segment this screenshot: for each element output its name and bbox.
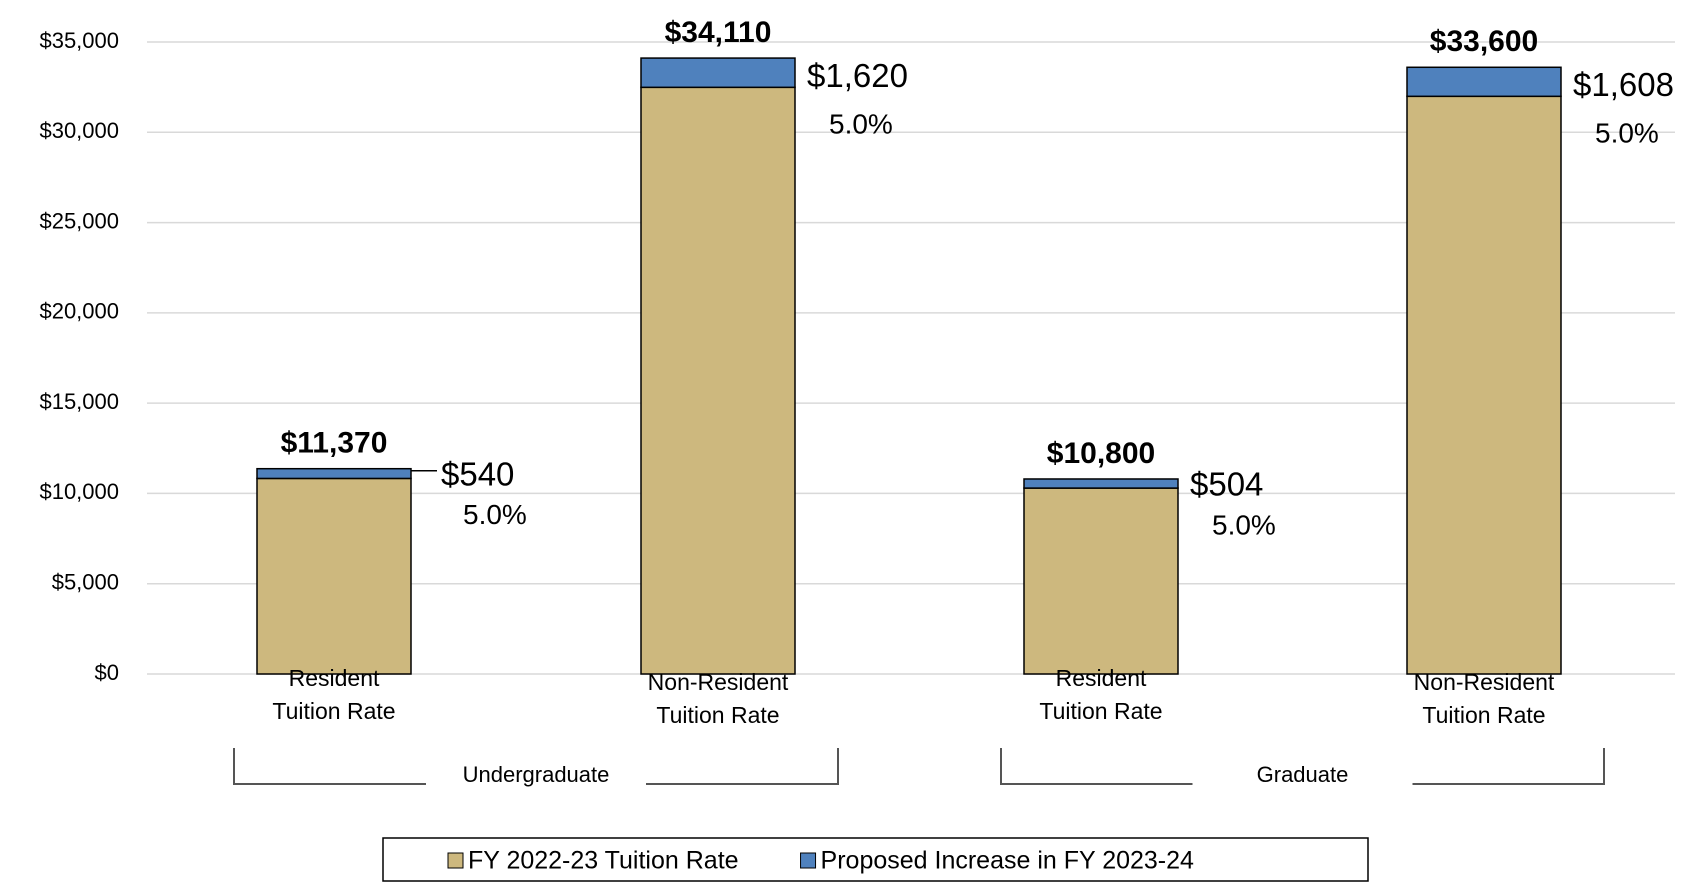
legend-box xyxy=(382,837,1369,882)
bar-segment xyxy=(640,57,796,89)
bar-segment xyxy=(256,477,412,675)
y-tick-label: $20,000 xyxy=(39,299,119,324)
legend-label: FY 2022-23 Tuition Rate xyxy=(468,847,739,875)
legend-swatch xyxy=(447,852,464,869)
group-bracket xyxy=(1000,748,1605,785)
bar-segment xyxy=(1023,487,1179,675)
group-label: Graduate xyxy=(1257,762,1349,787)
total-label: $11,370 xyxy=(281,427,388,460)
increase-label: $1,620 xyxy=(807,57,908,94)
y-tick-label: $35,000 xyxy=(39,28,119,53)
x-tick-label: Non-Resident Tuition Rate xyxy=(648,669,789,728)
percent-label: 5.0% xyxy=(1595,118,1659,149)
increase-label: $540 xyxy=(441,455,514,492)
y-tick-label: $5,000 xyxy=(52,570,119,595)
bar-segment xyxy=(1406,66,1562,98)
total-label: $34,110 xyxy=(665,16,772,49)
bar-segment xyxy=(1023,478,1179,489)
bar-segment xyxy=(1406,95,1562,675)
x-tick-label: Resident Tuition Rate xyxy=(1039,665,1162,724)
increase-label: $1,608 xyxy=(1573,66,1674,103)
y-tick-label: $0 xyxy=(95,660,119,685)
x-tick-label: Resident Tuition Rate xyxy=(272,665,395,724)
total-label: $33,600 xyxy=(1430,25,1538,58)
bar-segment xyxy=(256,467,412,480)
percent-label: 5.0% xyxy=(463,499,527,530)
increase-label: $504 xyxy=(1190,466,1263,503)
y-tick-label: $15,000 xyxy=(39,389,119,414)
percent-label: 5.0% xyxy=(1212,509,1276,540)
y-tick-label: $25,000 xyxy=(39,208,119,233)
legend-swatch xyxy=(800,852,817,869)
group-bracket xyxy=(233,748,839,785)
y-tick-label: $30,000 xyxy=(39,118,119,143)
total-label: $10,800 xyxy=(1047,437,1155,470)
x-tick-label: Non-Resident Tuition Rate xyxy=(1414,669,1555,728)
bar-segment xyxy=(640,86,796,675)
percent-label: 5.0% xyxy=(829,108,893,139)
legend-label: Proposed Increase in FY 2023-24 xyxy=(821,847,1194,875)
y-tick-label: $10,000 xyxy=(39,479,119,504)
group-label: Undergraduate xyxy=(463,762,610,787)
